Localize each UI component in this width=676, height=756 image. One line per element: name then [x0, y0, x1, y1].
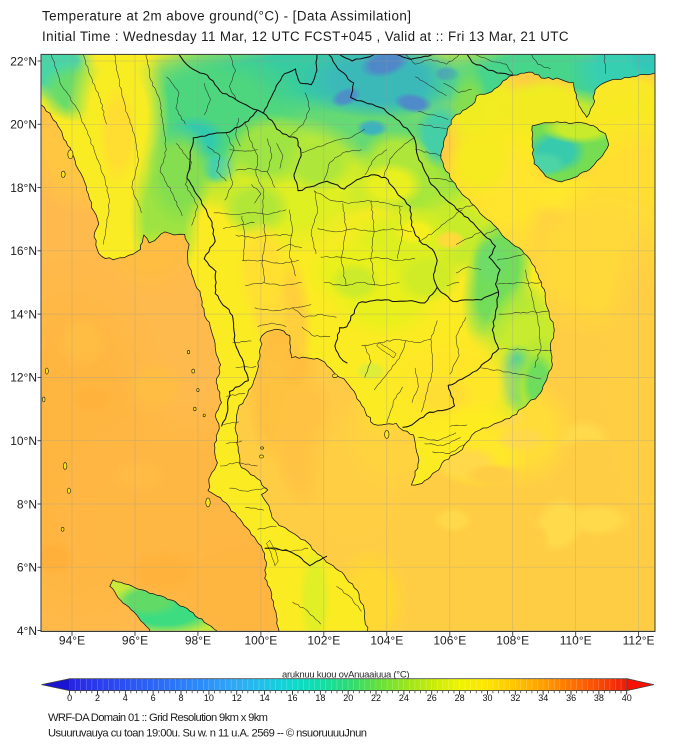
svg-text:aruknuu kuou ovAnuaaiuua (°C): aruknuu kuou ovAnuaaiuua (°C)	[282, 670, 410, 681]
svg-text:36: 36	[566, 693, 576, 703]
svg-text:8°N: 8°N	[17, 497, 37, 511]
svg-text:18°N: 18°N	[10, 181, 37, 195]
svg-text:22°N: 22°N	[10, 54, 37, 68]
svg-text:96°E: 96°E	[122, 634, 148, 648]
svg-text:Usuuruvauya cu toan 19:00u. Su: Usuuruvauya cu toan 19:00u. Su w. n 11 u…	[48, 728, 367, 740]
svg-text:4°N: 4°N	[17, 624, 37, 638]
svg-text:10: 10	[204, 693, 214, 703]
svg-text:98°E: 98°E	[185, 634, 211, 648]
svg-text:110°E: 110°E	[560, 634, 592, 648]
svg-text:34: 34	[538, 693, 548, 703]
svg-text:18: 18	[315, 693, 325, 703]
svg-text:104°E: 104°E	[370, 634, 403, 648]
svg-text:102°E: 102°E	[307, 634, 340, 648]
svg-text:94°E: 94°E	[59, 634, 85, 648]
svg-text:4: 4	[123, 693, 128, 703]
svg-text:Temperature at 2m above ground: Temperature at 2m above ground(°C) - [Da…	[42, 9, 411, 24]
svg-text:106°E: 106°E	[433, 634, 466, 648]
svg-text:108°E: 108°E	[496, 634, 529, 648]
svg-text:28: 28	[455, 693, 465, 703]
svg-text:8: 8	[179, 693, 184, 703]
svg-text:12°N: 12°N	[10, 371, 37, 385]
svg-text:30: 30	[482, 693, 492, 703]
svg-text:14: 14	[260, 693, 270, 703]
svg-text:16: 16	[287, 693, 297, 703]
svg-text:WRF-DA Domain 01 :: Grid Resol: WRF-DA Domain 01 :: Grid Resolution 9km …	[48, 712, 268, 724]
svg-text:26: 26	[427, 693, 437, 703]
svg-text:20: 20	[343, 693, 353, 703]
svg-text:6: 6	[151, 693, 156, 703]
svg-text:10°N: 10°N	[10, 434, 37, 448]
svg-text:38: 38	[594, 693, 604, 703]
svg-text:16°N: 16°N	[10, 244, 37, 258]
svg-text:40: 40	[622, 693, 632, 703]
svg-text:2: 2	[95, 693, 100, 703]
svg-text:20°N: 20°N	[10, 118, 37, 132]
svg-text:100°E: 100°E	[244, 634, 277, 648]
svg-text:14°N: 14°N	[10, 307, 37, 321]
svg-text:22: 22	[371, 693, 381, 703]
svg-text:24: 24	[399, 693, 409, 703]
svg-text:0: 0	[67, 693, 72, 703]
svg-text:112°E: 112°E	[623, 634, 655, 648]
svg-text:6°N: 6°N	[17, 561, 37, 575]
svg-text:12: 12	[232, 693, 242, 703]
svg-text:Initial Time : Wednesday 11 Ma: Initial Time : Wednesday 11 Mar, 12 UTC …	[42, 29, 569, 44]
svg-text:32: 32	[510, 693, 520, 703]
